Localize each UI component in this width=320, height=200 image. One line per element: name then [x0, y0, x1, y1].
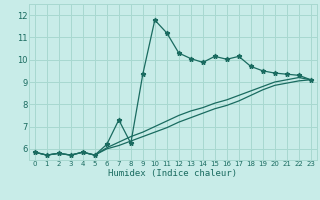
X-axis label: Humidex (Indice chaleur): Humidex (Indice chaleur)	[108, 169, 237, 178]
